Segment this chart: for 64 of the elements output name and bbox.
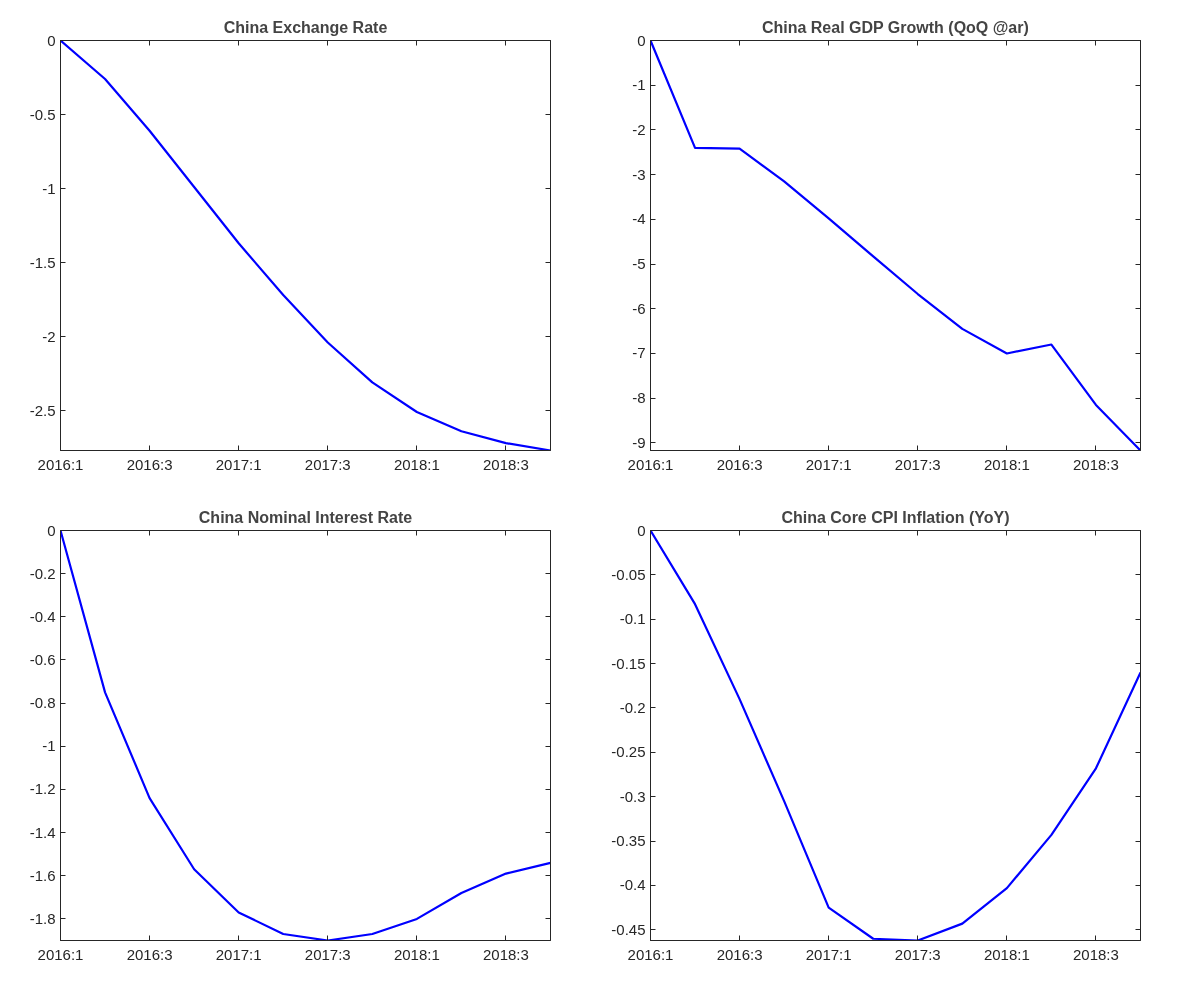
x-tick-label: 2017:1 xyxy=(805,945,852,963)
y-tick-label: -7 xyxy=(632,344,646,362)
y-tick-label: -0.2 xyxy=(619,698,646,716)
x-tick-label: 2016:1 xyxy=(627,945,674,963)
y-tick-label: -1.5 xyxy=(29,253,56,271)
x-tick-label: 2018:1 xyxy=(983,455,1030,473)
y-tick-label: -2 xyxy=(42,327,56,345)
x-tick-label: 2016:3 xyxy=(126,455,173,473)
x-tick-label: 2017:3 xyxy=(304,945,351,963)
y-tick-label: -0.35 xyxy=(611,832,646,850)
x-tick-label: 2017:3 xyxy=(894,945,941,963)
x-tick-label: 2017:3 xyxy=(894,455,941,473)
y-tick-label: -6 xyxy=(632,299,646,317)
chart-title: China Real GDP Growth (QoQ @ar) xyxy=(761,18,1029,36)
y-tick-label: -1.4 xyxy=(29,823,56,841)
y-tick-label: -0.8 xyxy=(29,694,56,712)
y-tick-label: 0 xyxy=(47,31,56,49)
chart-title: China Exchange Rate xyxy=(223,18,388,36)
x-tick-label: 2016:3 xyxy=(126,945,173,963)
x-tick-label: 2018:3 xyxy=(483,455,529,473)
y-tick-label: -1 xyxy=(42,737,56,755)
chart-title: China Core CPI Inflation (YoY) xyxy=(781,508,1010,526)
y-tick-label: -1.6 xyxy=(29,866,56,884)
x-tick-label: 2016:1 xyxy=(37,945,84,963)
x-tick-label: 2016:3 xyxy=(716,455,763,473)
y-tick-label: -0.4 xyxy=(619,876,646,894)
x-tick-label: 2017:3 xyxy=(304,455,351,473)
x-tick-label: 2017:1 xyxy=(215,945,262,963)
y-tick-label: -0.25 xyxy=(611,743,646,761)
y-tick-label: -0.2 xyxy=(29,564,56,582)
y-tick-label: -2.5 xyxy=(29,401,56,419)
x-tick-label: 2018:3 xyxy=(1073,945,1119,963)
x-tick-label: 2018:1 xyxy=(393,455,440,473)
y-tick-label: -0.05 xyxy=(611,565,646,583)
y-tick-label: -8 xyxy=(632,389,646,407)
y-tick-label: 0 xyxy=(47,521,56,539)
y-tick-label: -4 xyxy=(632,210,646,228)
x-tick-label: 2017:1 xyxy=(215,455,262,473)
y-tick-label: -5 xyxy=(632,255,646,273)
y-tick-label: -3 xyxy=(632,165,646,183)
x-tick-label: 2018:3 xyxy=(1073,455,1119,473)
x-tick-label: 2018:1 xyxy=(983,945,1030,963)
y-tick-label: -0.5 xyxy=(29,105,56,123)
y-tick-label: -9 xyxy=(632,433,646,451)
x-tick-label: 2016:3 xyxy=(716,945,763,963)
y-tick-label: -0.45 xyxy=(611,920,646,938)
y-tick-label: -0.1 xyxy=(619,610,646,628)
x-tick-label: 2016:1 xyxy=(627,455,674,473)
x-tick-label: 2018:3 xyxy=(483,945,529,963)
y-tick-label: -0.15 xyxy=(611,654,646,672)
y-tick-label: -0.4 xyxy=(29,607,56,625)
y-tick-label: -0.6 xyxy=(29,650,56,668)
x-tick-label: 2018:1 xyxy=(393,945,440,963)
y-tick-label: 0 xyxy=(637,31,646,49)
y-tick-label: -1 xyxy=(632,76,646,94)
y-tick-label: -1 xyxy=(42,179,56,197)
y-tick-label: -0.3 xyxy=(619,787,646,805)
y-tick-label: -1.2 xyxy=(29,780,56,798)
chart-title: China Nominal Interest Rate xyxy=(198,508,413,526)
x-tick-label: 2016:1 xyxy=(37,455,84,473)
x-tick-label: 2017:1 xyxy=(805,455,852,473)
y-tick-label: -2 xyxy=(632,120,646,138)
y-tick-label: 0 xyxy=(637,521,646,539)
y-tick-label: -1.8 xyxy=(29,909,56,927)
